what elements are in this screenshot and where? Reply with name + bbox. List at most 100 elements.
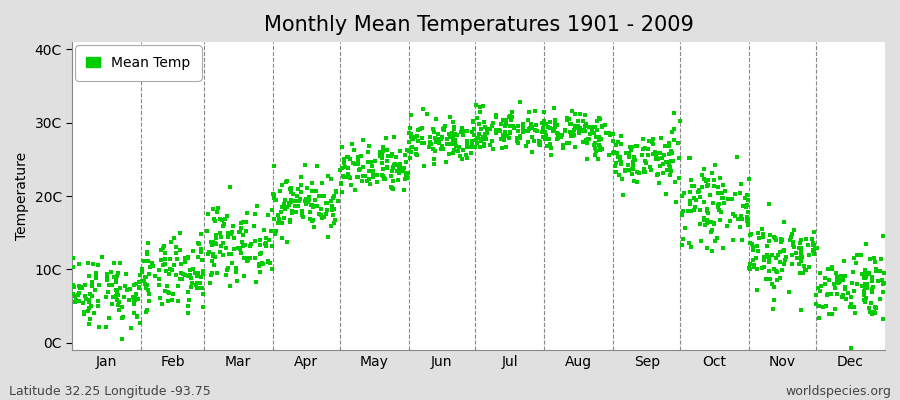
Point: [637, 169, 652, 175]
Point: [253, 269, 267, 275]
Point: [201, 211, 215, 217]
Point: [734, 214, 749, 221]
Point: [146, 263, 160, 269]
Point: [592, 147, 607, 153]
Point: [222, 283, 237, 289]
Point: [284, 189, 298, 195]
Point: [474, 138, 489, 144]
Point: [613, 155, 627, 162]
Point: [236, 232, 250, 238]
Point: [649, 155, 663, 162]
Point: [344, 182, 358, 188]
Point: [646, 136, 661, 142]
Point: [536, 133, 551, 140]
Point: [752, 230, 766, 236]
Point: [305, 204, 320, 210]
Point: [813, 270, 827, 277]
Point: [355, 177, 369, 184]
Point: [649, 152, 663, 158]
Point: [194, 285, 208, 292]
Point: [472, 131, 487, 138]
Point: [127, 310, 141, 316]
Point: [184, 280, 199, 286]
Point: [130, 281, 144, 287]
Point: [521, 128, 535, 134]
Point: [145, 259, 159, 266]
Point: [204, 238, 219, 245]
Point: [550, 121, 564, 128]
Point: [248, 255, 262, 262]
Point: [626, 166, 641, 172]
Point: [336, 173, 350, 180]
Point: [767, 266, 781, 272]
Point: [777, 246, 791, 253]
Point: [639, 160, 653, 166]
Point: [217, 216, 231, 222]
Point: [536, 126, 550, 133]
Point: [757, 254, 771, 260]
Point: [472, 103, 487, 110]
Point: [857, 275, 871, 281]
Point: [185, 266, 200, 272]
Point: [327, 192, 341, 199]
Point: [672, 118, 687, 125]
Point: [625, 143, 639, 150]
Point: [584, 124, 598, 130]
Point: [490, 112, 504, 118]
Point: [208, 218, 222, 224]
Point: [588, 140, 602, 146]
Point: [258, 241, 273, 247]
Point: [832, 278, 847, 284]
Point: [681, 208, 696, 214]
Point: [158, 288, 172, 294]
Point: [210, 208, 224, 215]
Point: [502, 134, 517, 141]
Point: [440, 141, 454, 147]
Point: [760, 242, 774, 249]
Point: [279, 178, 293, 184]
Point: [482, 126, 496, 132]
Point: [304, 202, 319, 209]
Point: [762, 255, 777, 262]
Point: [521, 117, 535, 124]
Point: [872, 296, 886, 302]
Point: [141, 291, 156, 297]
Point: [750, 243, 764, 249]
Point: [269, 227, 284, 234]
Point: [858, 281, 872, 288]
Point: [126, 294, 140, 300]
Point: [100, 274, 114, 280]
Point: [527, 108, 542, 114]
Point: [663, 168, 678, 174]
Point: [111, 270, 125, 276]
Point: [400, 174, 414, 180]
Point: [663, 157, 678, 164]
Point: [863, 256, 878, 262]
Point: [756, 234, 770, 240]
Point: [110, 273, 124, 280]
Point: [375, 160, 390, 166]
Point: [565, 132, 580, 139]
Point: [392, 170, 407, 176]
Point: [267, 194, 282, 201]
Point: [110, 286, 124, 293]
Point: [183, 272, 197, 278]
Point: [465, 129, 480, 135]
Point: [194, 230, 209, 237]
Point: [362, 143, 376, 149]
Point: [636, 146, 651, 152]
Point: [202, 249, 216, 255]
Point: [834, 294, 849, 300]
Point: [843, 344, 858, 351]
Point: [862, 305, 877, 311]
Point: [684, 208, 698, 214]
Point: [163, 266, 177, 272]
Point: [237, 273, 251, 279]
Point: [339, 174, 354, 180]
Point: [266, 216, 281, 223]
Point: [786, 239, 800, 245]
Point: [868, 310, 883, 316]
Title: Monthly Mean Temperatures 1901 - 2009: Monthly Mean Temperatures 1901 - 2009: [264, 15, 694, 35]
Point: [770, 269, 784, 275]
Point: [401, 148, 416, 154]
